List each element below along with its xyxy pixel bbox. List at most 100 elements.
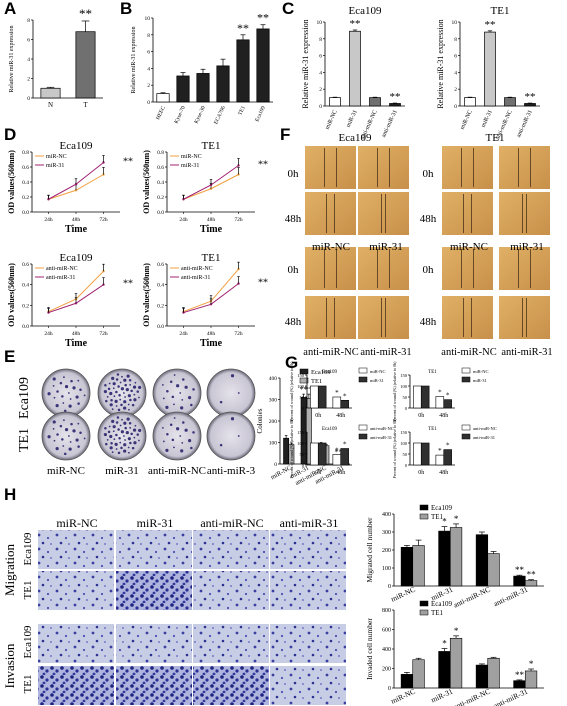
- y-tick-label: 0: [405, 406, 408, 411]
- f-time-0h-b: 0h: [423, 168, 435, 180]
- colony: [52, 384, 55, 387]
- colony: [52, 377, 56, 381]
- colony: [47, 392, 51, 396]
- transwell-image: [38, 530, 114, 569]
- colony: [132, 385, 137, 389]
- colony: [115, 433, 118, 437]
- e-row-label-te1: TE1: [17, 428, 32, 452]
- colony: [166, 433, 169, 436]
- panel-letter-g: G: [285, 353, 298, 372]
- legend-label: Eca109: [311, 369, 331, 376]
- x-axis-label: Time: [65, 338, 88, 349]
- colony: [190, 446, 193, 450]
- wound-image: [499, 247, 550, 290]
- bar: [332, 396, 342, 409]
- significance-mark: **: [123, 279, 133, 290]
- bar: [400, 674, 414, 689]
- y-tick-label: 0.6: [157, 165, 164, 171]
- colony: [192, 388, 195, 391]
- x-tick-label: 0h: [418, 413, 424, 419]
- colony: [72, 386, 76, 390]
- h-col-label: anti-miR-NC: [200, 516, 263, 530]
- y-tick-label: 10: [317, 20, 323, 26]
- y-tick-label: 0: [388, 584, 391, 590]
- colony: [67, 392, 70, 394]
- significance-mark: **: [515, 670, 525, 680]
- f-col-label: anti-miR-NC: [441, 347, 496, 358]
- bar: [75, 31, 96, 99]
- significance-mark: *: [442, 517, 447, 527]
- bar: [176, 75, 190, 103]
- legend-label: anti-miR-31: [370, 435, 392, 440]
- bar: [196, 73, 210, 103]
- f-time-48h-d: 48h: [420, 316, 437, 328]
- significance-mark: **: [79, 6, 92, 21]
- legend-label: miR-NC: [46, 154, 67, 160]
- significance-mark: *: [454, 626, 459, 636]
- colony: [165, 405, 169, 409]
- bar: [443, 399, 452, 409]
- y-tick-label: 0: [405, 463, 408, 468]
- x-tick-label: 72h: [234, 331, 243, 337]
- significance-mark: *: [454, 514, 459, 524]
- y-tick-label: 0.8: [22, 150, 29, 156]
- x-tick-label: miR-31: [346, 109, 359, 128]
- y-tick-label: 150: [400, 373, 408, 378]
- f-header-eca109: Eca109: [339, 132, 372, 144]
- transwell-image-grid: [38, 530, 346, 705]
- significance-mark: **: [485, 19, 496, 31]
- colony: [130, 389, 133, 393]
- x-tick-label: 48h: [336, 413, 345, 419]
- colony: [115, 448, 118, 450]
- f-col-label: anti-miR-NC: [303, 347, 358, 358]
- h-row-label: Eca109: [22, 532, 34, 565]
- wound-image: [358, 146, 409, 189]
- bar: [283, 437, 290, 465]
- colony: [184, 428, 188, 432]
- y-axis-label: Relative miR-31 expression: [131, 27, 137, 94]
- chart-g-2: 0 50 100 150 0h 48h * * Percent of wound (%) (re…: [392, 361, 489, 422]
- h-group-migration: Migration: [2, 544, 17, 596]
- y-tick-label: 2: [27, 77, 30, 83]
- colony: [165, 448, 169, 452]
- colony: [72, 429, 76, 433]
- legend-label: miR-31: [46, 163, 64, 169]
- chart-b: 0 2 4 6 8 10 HEEC Kyse-70 Kyse-30 ECA706 TE1 Eca109…: [131, 11, 273, 125]
- colony: [123, 378, 127, 382]
- bar: [332, 454, 342, 466]
- colony: [112, 430, 115, 433]
- y-tick-label: 150: [297, 373, 305, 378]
- panel-letter-e: E: [4, 347, 15, 366]
- x-tick-label: 48h: [439, 413, 448, 419]
- bar: [438, 651, 451, 689]
- colony: [123, 400, 127, 404]
- colony: [123, 443, 127, 447]
- colony: [123, 392, 125, 394]
- colony: [123, 421, 127, 425]
- colony: [111, 376, 115, 381]
- x-tick-label: 48h: [439, 470, 448, 476]
- colony: [77, 402, 80, 405]
- colony: [77, 379, 80, 382]
- y-axis-label: Percent of wound (%) (relative to 0h): [289, 418, 294, 479]
- y-axis-label: Invaded cell number: [365, 618, 374, 680]
- colony: [110, 442, 113, 445]
- transwell-image: [38, 624, 114, 663]
- colony: [64, 428, 69, 432]
- colony: [181, 398, 184, 401]
- colony: [75, 438, 79, 442]
- colony: [123, 435, 125, 437]
- colony: [107, 387, 111, 391]
- colony: [169, 423, 173, 427]
- bar: [400, 546, 414, 587]
- colony: [104, 427, 107, 430]
- panel-letter-c: C: [282, 0, 294, 18]
- significance-mark: **: [257, 11, 269, 25]
- colony: [118, 436, 121, 440]
- x-tick-label: 72h: [99, 217, 108, 223]
- y-axis-label: Percent of wound (%) (relative to 0h): [392, 361, 397, 422]
- colony: [190, 403, 193, 407]
- y-axis-label: Colonies: [256, 408, 264, 433]
